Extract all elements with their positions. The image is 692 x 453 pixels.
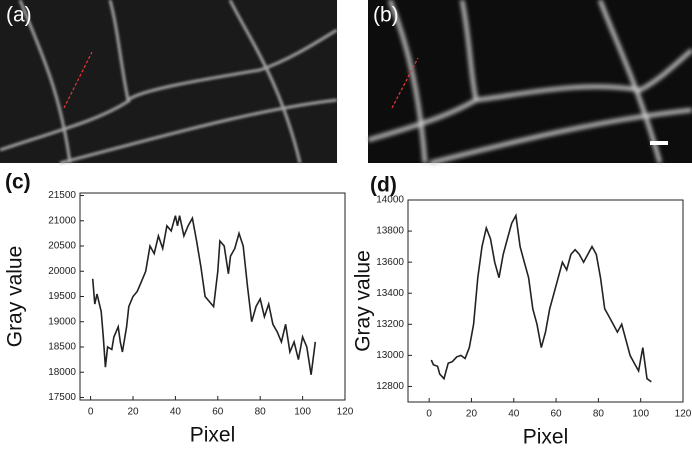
y-tick-label: 20500 — [48, 241, 76, 252]
line-profile — [63, 51, 93, 109]
y-tick-label: 21500 — [48, 190, 76, 201]
filament — [18, 0, 72, 164]
filament — [367, 98, 477, 142]
x-tick-label: 120 — [675, 409, 692, 420]
y-tick-label: 13800 — [376, 226, 404, 237]
y-tick-label: 18500 — [48, 342, 76, 353]
x-tick-label: 120 — [337, 407, 354, 418]
x-tick-label: 60 — [212, 407, 224, 418]
y-tick-label: 14000 — [376, 195, 404, 206]
filament — [460, 0, 692, 103]
x-tick-label: 0 — [426, 409, 432, 420]
x-tick-label: 20 — [466, 409, 478, 420]
y-tick-label: 18000 — [48, 367, 76, 378]
panel-label: (d) — [370, 174, 397, 197]
x-axis-label: Pixel — [523, 426, 569, 448]
filament — [388, 0, 427, 164]
line-profile — [391, 57, 419, 109]
image-b: (b) — [367, 0, 692, 165]
x-tick-label: 60 — [551, 409, 563, 420]
y-tick-label: 17500 — [48, 392, 76, 403]
filament — [228, 0, 302, 164]
y-tick-label: 13600 — [376, 257, 404, 268]
panel-label: (c) — [5, 171, 31, 194]
filament — [59, 98, 338, 165]
x-tick-label: 100 — [294, 407, 311, 418]
x-tick-label: 80 — [593, 409, 605, 420]
x-tick-label: 40 — [170, 407, 182, 418]
x-tick-label: 100 — [632, 409, 649, 420]
x-tick-label: 40 — [508, 409, 520, 420]
y-tick-label: 12800 — [376, 381, 404, 392]
scale-bar — [650, 141, 668, 145]
y-tick-label: 13200 — [376, 319, 404, 330]
data-line — [430, 212, 652, 383]
panel-label: (a) — [6, 4, 32, 27]
plot-frame — [407, 199, 684, 403]
plot-frame — [79, 192, 346, 401]
x-axis-label: Pixel — [190, 424, 236, 447]
image-a: (a) — [0, 0, 338, 165]
filaments — [0, 0, 338, 165]
y-tick-label: 21000 — [48, 215, 76, 226]
x-tick-label: 80 — [255, 407, 267, 418]
filament — [108, 0, 338, 103]
x-tick-label: 20 — [127, 407, 139, 418]
y-tick-label: 19000 — [48, 316, 76, 327]
y-tick-label: 13400 — [376, 288, 404, 299]
filament — [0, 98, 131, 152]
y-tick-label: 19500 — [48, 291, 76, 302]
filament — [598, 0, 662, 164]
panel-label: (b) — [373, 4, 399, 27]
y-tick-label: 20000 — [48, 266, 76, 277]
data-line — [91, 215, 317, 375]
y-axis-label: Gray value — [4, 246, 27, 348]
y-axis-label: Gray value — [352, 250, 375, 352]
y-tick-label: 13000 — [376, 350, 404, 361]
x-tick-label: 0 — [88, 407, 94, 418]
filament — [429, 108, 692, 165]
filaments — [367, 0, 692, 165]
